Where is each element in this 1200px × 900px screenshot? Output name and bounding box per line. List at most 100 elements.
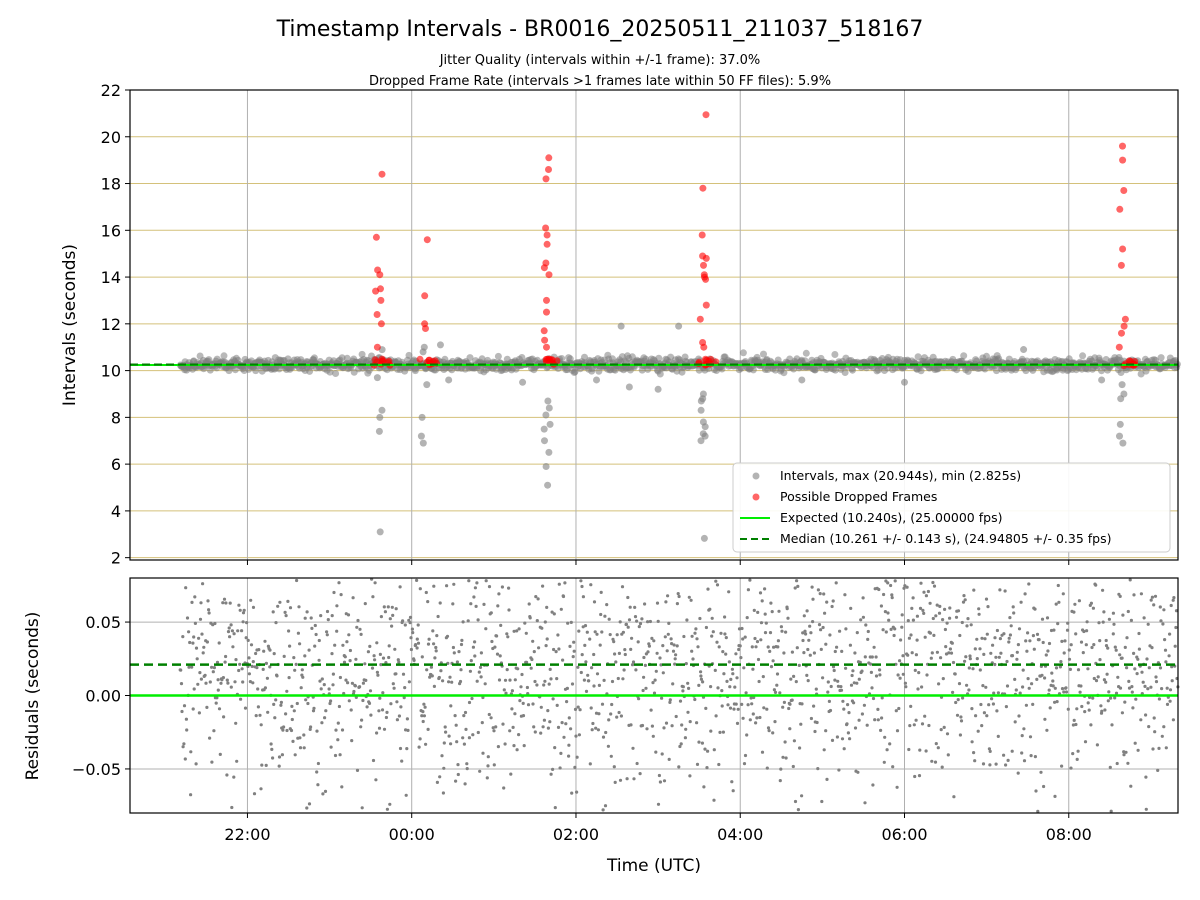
- residual-point: [660, 696, 664, 700]
- residual-point: [356, 618, 360, 623]
- residual-point: [317, 638, 321, 643]
- residual-point: [577, 629, 581, 633]
- residual-point: [866, 629, 870, 634]
- residual-point: [508, 729, 512, 733]
- residual-point: [390, 605, 394, 609]
- residual-point: [1162, 725, 1166, 729]
- residual-point: [659, 663, 663, 667]
- residual-point: [980, 724, 984, 728]
- residual-point: [924, 594, 929, 598]
- residual-point: [216, 678, 220, 682]
- residual-point: [668, 700, 672, 705]
- residual-point: [981, 762, 986, 766]
- interval-point: [544, 397, 552, 405]
- residual-point: [612, 640, 616, 644]
- residual-point: [316, 761, 320, 766]
- legend-box: [732, 462, 1171, 553]
- residual-point: [410, 627, 414, 631]
- residual-point: [730, 780, 734, 784]
- residual-point: [322, 683, 326, 687]
- residual-point: [664, 721, 669, 725]
- residual-point: [853, 726, 858, 730]
- residual-point: [809, 631, 813, 635]
- residual-point: [746, 588, 751, 592]
- residual-point: [844, 627, 848, 631]
- residual-point: [179, 668, 183, 672]
- interval-point: [519, 378, 527, 386]
- residual-point: [613, 780, 617, 785]
- residual-point: [1077, 599, 1081, 603]
- residual-point: [721, 730, 726, 734]
- residual-point: [793, 586, 797, 590]
- residual-point: [552, 647, 556, 652]
- residual-point: [272, 652, 276, 656]
- residual-point: [726, 703, 730, 707]
- residual-point: [976, 729, 980, 733]
- residual-point: [671, 649, 676, 653]
- residual-point: [625, 777, 629, 781]
- residual-point: [619, 714, 624, 718]
- residual-point: [1033, 755, 1037, 759]
- residual-point: [218, 752, 222, 757]
- interval-point: [571, 368, 579, 376]
- residual-point: [573, 765, 577, 770]
- residual-point: [1056, 622, 1060, 626]
- residual-point: [849, 606, 853, 611]
- residual-point: [610, 679, 615, 684]
- residual-point: [923, 635, 927, 639]
- residual-point: [1141, 680, 1145, 684]
- residual-point: [729, 677, 733, 682]
- residual-point: [879, 728, 883, 733]
- residual-point: [992, 691, 996, 695]
- residual-point: [859, 618, 863, 622]
- residual-point: [365, 705, 369, 709]
- residual-point: [259, 787, 263, 791]
- residual-point: [182, 704, 187, 708]
- residual-point: [982, 711, 987, 715]
- residual-point: [532, 725, 536, 729]
- residuals-y-tick-label: 0.05: [85, 613, 121, 632]
- residual-point: [739, 656, 743, 660]
- residual-point: [1156, 768, 1160, 773]
- residual-point: [702, 785, 706, 789]
- residual-point: [248, 680, 252, 684]
- residual-point: [1028, 735, 1033, 739]
- residual-point: [612, 765, 616, 769]
- residual-point: [573, 707, 578, 712]
- residual-point: [1152, 603, 1156, 607]
- residual-point: [1060, 687, 1065, 691]
- residual-point: [687, 686, 691, 691]
- residual-point: [273, 716, 277, 720]
- residual-point: [229, 685, 233, 689]
- residual-point: [1101, 620, 1105, 624]
- residual-point: [842, 707, 846, 711]
- residual-point: [234, 721, 238, 725]
- residual-point: [205, 705, 209, 710]
- interval-point: [901, 378, 909, 386]
- residual-point: [503, 742, 507, 746]
- residual-point: [359, 725, 363, 729]
- residual-point: [533, 730, 537, 734]
- residual-point: [1055, 700, 1059, 704]
- residual-point: [948, 616, 952, 620]
- residual-point: [1034, 789, 1038, 793]
- residual-point: [291, 739, 295, 744]
- residual-point: [542, 683, 546, 687]
- residual-point: [315, 729, 319, 733]
- residual-point: [952, 795, 956, 799]
- residual-point: [1073, 602, 1077, 606]
- residual-point: [666, 594, 670, 598]
- residual-point: [228, 601, 232, 605]
- residual-point: [1139, 592, 1143, 596]
- dropped-frame-point: [542, 175, 550, 183]
- residual-point: [550, 610, 554, 614]
- residual-point: [902, 586, 906, 590]
- residual-point: [814, 687, 818, 691]
- residual-point: [510, 707, 514, 711]
- residual-point: [375, 731, 379, 735]
- residual-point: [748, 578, 752, 582]
- residuals-reference-lines: [130, 663, 1178, 697]
- residual-point: [350, 739, 354, 743]
- dropped-frame-point: [702, 111, 710, 119]
- residual-point: [893, 627, 897, 631]
